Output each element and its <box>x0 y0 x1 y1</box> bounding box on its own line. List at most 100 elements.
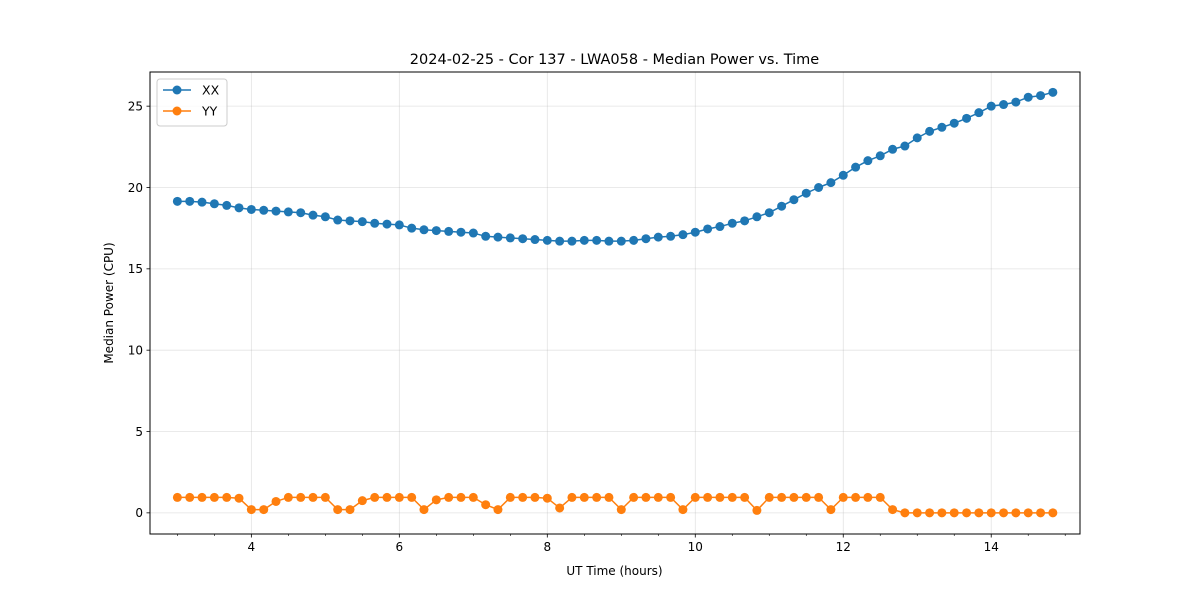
data-point-xx <box>925 126 935 136</box>
data-point-yy <box>308 492 318 502</box>
data-point-yy <box>185 492 195 502</box>
series-line-xx <box>177 91 1054 242</box>
data-point-yy <box>234 493 244 503</box>
x-tick-label: 6 <box>396 540 404 554</box>
y-tick-label: 25 <box>128 99 143 113</box>
data-point-yy <box>320 492 330 502</box>
data-point-yy <box>197 492 207 502</box>
grid-lines <box>150 72 1080 534</box>
data-point-xx <box>1011 97 1021 107</box>
data-point-xx <box>1023 92 1033 102</box>
data-point-xx <box>407 223 417 233</box>
data-point-xx <box>320 212 330 222</box>
data-point-yy <box>296 492 306 502</box>
data-point-xx <box>259 205 269 215</box>
x-tick-label: 10 <box>688 540 703 554</box>
data-point-yy <box>789 492 799 502</box>
legend-marker-yy <box>172 106 182 116</box>
data-point-xx <box>641 234 651 244</box>
data-point-xx <box>419 225 429 235</box>
data-point-xx <box>370 218 380 228</box>
data-point-yy <box>259 505 269 515</box>
legend-marker-xx <box>172 85 182 95</box>
data-point-yy <box>826 505 836 515</box>
data-point-xx <box>1036 91 1046 101</box>
data-point-xx <box>567 236 577 246</box>
data-point-xx <box>1048 87 1058 97</box>
data-point-xx <box>542 235 552 245</box>
data-point-xx <box>579 235 589 245</box>
data-point-xx <box>468 228 478 238</box>
data-point-xx <box>752 212 762 222</box>
data-point-yy <box>493 505 503 515</box>
data-point-xx <box>986 101 996 111</box>
data-point-yy <box>616 505 626 515</box>
data-point-yy <box>394 492 404 502</box>
data-point-yy <box>629 492 639 502</box>
data-point-xx <box>801 188 811 198</box>
data-point-xx <box>838 170 848 180</box>
legend-label-xx: XX <box>202 83 220 98</box>
data-point-xx <box>345 216 355 226</box>
data-point-yy <box>999 508 1009 518</box>
legend-label-yy: YY <box>201 104 218 119</box>
data-point-xx <box>308 210 318 220</box>
data-point-xx <box>271 206 281 216</box>
data-point-xx <box>937 122 947 132</box>
data-point-yy <box>456 492 466 502</box>
data-point-xx <box>863 156 873 166</box>
series-line-yy <box>177 496 1053 514</box>
data-point-xx <box>764 208 774 218</box>
data-point-xx <box>888 144 898 154</box>
data-point-xx <box>974 108 984 118</box>
data-point-yy <box>678 505 688 515</box>
data-point-yy <box>1011 508 1021 518</box>
data-point-xx <box>999 100 1009 110</box>
data-point-yy <box>949 508 959 518</box>
data-point-xx <box>875 151 885 161</box>
data-point-yy <box>715 492 725 502</box>
data-point-xx <box>382 219 392 229</box>
y-axis: 0 5 10 15 20 25 <box>128 99 150 520</box>
data-point-xx <box>296 208 306 218</box>
data-point-xx <box>826 178 836 188</box>
data-point-yy <box>172 492 182 502</box>
legend: XX YY <box>156 78 228 127</box>
x-tick-label: 12 <box>836 540 851 554</box>
data-point-yy <box>555 503 565 513</box>
data-point-xx <box>493 232 503 242</box>
data-point-xx <box>727 218 737 228</box>
data-point-xx <box>629 235 639 245</box>
data-point-yy <box>666 492 676 502</box>
data-point-xx <box>222 200 232 210</box>
data-point-yy <box>431 495 441 505</box>
data-point-xx <box>962 113 972 123</box>
data-point-yy <box>777 492 787 502</box>
data-point-xx <box>912 133 922 143</box>
data-point-xx <box>616 236 626 246</box>
data-point-yy <box>604 492 614 502</box>
data-point-yy <box>271 496 281 506</box>
data-point-yy <box>370 492 380 502</box>
plot-frame <box>149 71 1081 535</box>
data-point-yy <box>283 492 293 502</box>
data-point-xx <box>690 227 700 237</box>
data-point-xx <box>357 217 367 227</box>
data-point-yy <box>1036 508 1046 518</box>
data-point-xx <box>703 224 713 234</box>
x-axis: 4 6 8 10 12 14 <box>177 534 1066 554</box>
data-point-xx <box>653 232 663 242</box>
data-point-yy <box>1023 508 1033 518</box>
data-point-yy <box>863 492 873 502</box>
data-point-yy <box>653 492 663 502</box>
data-point-yy <box>814 492 824 502</box>
data-point-xx <box>777 201 787 211</box>
y-tick-label: 10 <box>128 343 143 357</box>
data-point-yy <box>974 508 984 518</box>
y-tick-label: 5 <box>135 425 143 439</box>
data-point-yy <box>740 492 750 502</box>
y-tick-label: 20 <box>128 181 143 195</box>
data-point-yy <box>912 508 922 518</box>
data-point-yy <box>246 505 256 515</box>
data-point-xx <box>789 195 799 205</box>
